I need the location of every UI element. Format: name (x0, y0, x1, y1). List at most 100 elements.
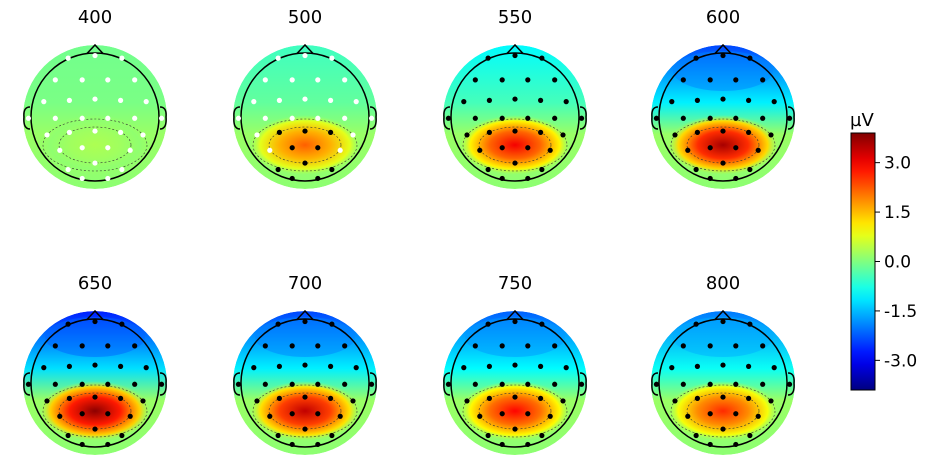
electrode-dot (472, 77, 478, 83)
electrode-dot (79, 381, 85, 387)
electrode-dot (552, 115, 558, 121)
electrode-dot (733, 411, 739, 417)
contour-line (478, 392, 552, 430)
electrode-dot (539, 55, 545, 61)
electrode-dot (512, 96, 518, 102)
electrode-dot (105, 343, 111, 349)
nose-marker (86, 43, 104, 55)
electrode-dot (315, 411, 321, 417)
electrode-dot (786, 381, 793, 387)
electrode-dot (127, 147, 133, 153)
electrode-dot (477, 147, 483, 153)
electrode-dot (289, 343, 295, 349)
electrode-dot (693, 432, 699, 439)
electrode-dot (747, 321, 753, 327)
electrode-dot (525, 441, 531, 448)
electrode-dot (276, 395, 282, 401)
colorbar-tick-label: 1.5 (884, 203, 911, 223)
electrode-dot (707, 175, 713, 182)
electrode-dot (289, 115, 295, 121)
electrode-dot (707, 343, 713, 349)
electrode-dot (79, 77, 85, 83)
ear-marker (787, 372, 795, 396)
electrode-dot (707, 77, 713, 83)
electrode-dot (328, 129, 334, 135)
electrode-dot (302, 96, 308, 102)
electrode-dot (685, 413, 691, 419)
electrode-dot (720, 96, 726, 102)
electrode-dot (680, 343, 686, 349)
electrode-dot (119, 55, 125, 61)
electrode-dot (445, 115, 452, 121)
contour-line (670, 384, 776, 438)
electrode-dot (746, 395, 752, 401)
electrode-dot (92, 160, 98, 166)
ear-marker (579, 372, 587, 396)
electrode-dot (105, 381, 111, 387)
electrode-dot (760, 77, 766, 83)
electrode-dot (342, 343, 348, 349)
electrode-dot (25, 115, 32, 121)
colorbar-tick-label: -1.5 (884, 302, 917, 322)
electrode-dot (680, 381, 686, 387)
electrode-dot (512, 128, 518, 134)
electrode-dot (499, 343, 505, 349)
topomap-600: 600 (651, 7, 795, 189)
electrode-dot (254, 398, 260, 404)
electrode-dot (262, 115, 268, 121)
electrode-dot (685, 147, 691, 153)
electrode-dot (289, 77, 295, 83)
electrode-dot (302, 128, 308, 134)
electrode-dot (499, 145, 505, 151)
electrode-dot (552, 343, 558, 349)
electrode-dot (158, 115, 165, 121)
electrode-dot (694, 97, 701, 103)
electrode-dot (464, 398, 470, 404)
electrode-dot (747, 432, 753, 439)
electrode-dot (525, 175, 531, 182)
colorbar-unit: µV (850, 110, 874, 131)
electrode-dot (25, 381, 32, 387)
electrode-dot (342, 77, 348, 83)
electrode-dot (547, 147, 553, 153)
electrode-dot (771, 99, 777, 105)
electrode-dot (92, 362, 98, 368)
electrode-dot (485, 166, 491, 173)
electrode-dot (747, 55, 753, 61)
ear-marker (23, 372, 31, 396)
ear-marker (159, 106, 167, 130)
electrode-dot (746, 363, 752, 369)
contour-line (58, 392, 132, 430)
electrode-dot (746, 97, 752, 103)
contour-line (462, 118, 568, 172)
colorbar-tick-label: -3.0 (884, 351, 917, 371)
nose-marker (714, 309, 732, 321)
electrode-dot (720, 128, 726, 134)
topomap-700: 700 (233, 273, 377, 455)
electrode-dot (52, 381, 58, 387)
electrode-dot (525, 145, 531, 151)
electrode-dot (720, 52, 726, 59)
electrode-dot (57, 147, 63, 153)
electrode-dot (140, 132, 146, 138)
electrode-dot (512, 52, 518, 59)
contour-line (686, 126, 760, 164)
electrode-dot (525, 381, 531, 387)
electrode-dot (132, 77, 138, 83)
electrode-dot (560, 132, 566, 138)
electrode-dot (485, 432, 491, 439)
electrode-dot (143, 99, 149, 105)
contour-line (58, 126, 132, 164)
electrode-dot (768, 132, 774, 138)
electrode-dot (733, 441, 739, 448)
electrode-dot (92, 318, 98, 325)
ear-marker (369, 372, 377, 396)
frontal-negativity (673, 51, 773, 91)
electrode-dot (132, 343, 138, 349)
electrode-dot (44, 398, 50, 404)
electrode-dot (539, 432, 545, 439)
electrode-dot (720, 160, 726, 166)
electrode-dot (499, 381, 505, 387)
electrode-dot (720, 362, 726, 368)
time-label: 500 (288, 7, 322, 28)
